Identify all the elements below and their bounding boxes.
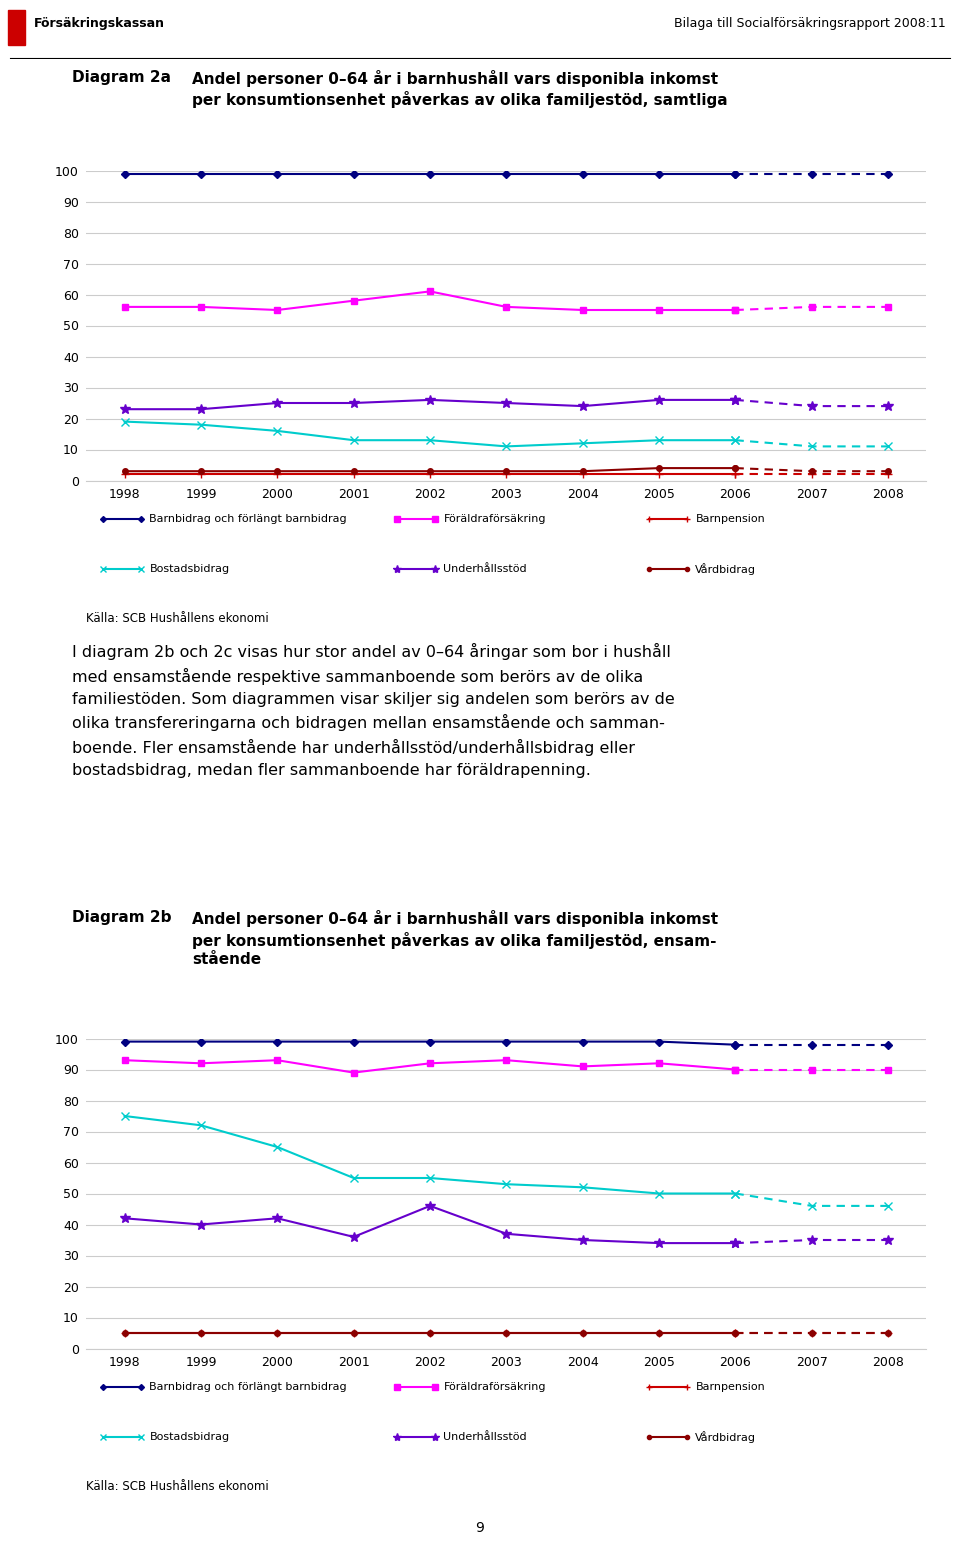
Text: Vårdbidrag: Vårdbidrag	[695, 563, 756, 575]
Text: Källa: SCB Hushållens ekonomi: Källa: SCB Hushållens ekonomi	[86, 1480, 269, 1493]
Text: Underhållsstöd: Underhållsstöd	[444, 564, 527, 573]
Text: Barnpension: Barnpension	[695, 513, 765, 524]
Text: Källa: SCB Hushållens ekonomi: Källa: SCB Hushållens ekonomi	[86, 612, 269, 625]
Text: Underhållsstöd: Underhållsstöd	[444, 1432, 527, 1442]
Text: Försäkringskassan: Försäkringskassan	[34, 17, 164, 29]
Text: Föräldraförsäkring: Föräldraförsäkring	[444, 1381, 546, 1392]
Text: Vårdbidrag: Vårdbidrag	[695, 1431, 756, 1443]
Text: I diagram 2b och 2c visas hur stor andel av 0–64 åringar som bor i hushåll
med e: I diagram 2b och 2c visas hur stor andel…	[72, 643, 675, 778]
Text: Bostadsbidrag: Bostadsbidrag	[150, 564, 229, 573]
Text: Barnbidrag och förlängt barnbidrag: Barnbidrag och förlängt barnbidrag	[150, 1381, 347, 1392]
Text: Bostadsbidrag: Bostadsbidrag	[150, 1432, 229, 1442]
Text: Diagram 2b: Diagram 2b	[72, 910, 172, 925]
Text: Barnbidrag och förlängt barnbidrag: Barnbidrag och förlängt barnbidrag	[150, 513, 347, 524]
Text: Diagram 2a: Diagram 2a	[72, 70, 171, 85]
Text: Barnpension: Barnpension	[695, 1381, 765, 1392]
Text: Bilaga till Socialförsäkringsrapport 2008:11: Bilaga till Socialförsäkringsrapport 200…	[674, 17, 946, 29]
Text: Andel personer 0–64 år i barnhushåll vars disponibla inkomst
per konsumtionsenhe: Andel personer 0–64 år i barnhushåll var…	[192, 910, 718, 967]
Text: Andel personer 0–64 år i barnhushåll vars disponibla inkomst
per konsumtionsenhe: Andel personer 0–64 år i barnhushåll var…	[192, 70, 728, 109]
Text: Föräldraförsäkring: Föräldraförsäkring	[444, 513, 546, 524]
Bar	[8, 11, 25, 45]
Text: 9: 9	[475, 1521, 485, 1536]
